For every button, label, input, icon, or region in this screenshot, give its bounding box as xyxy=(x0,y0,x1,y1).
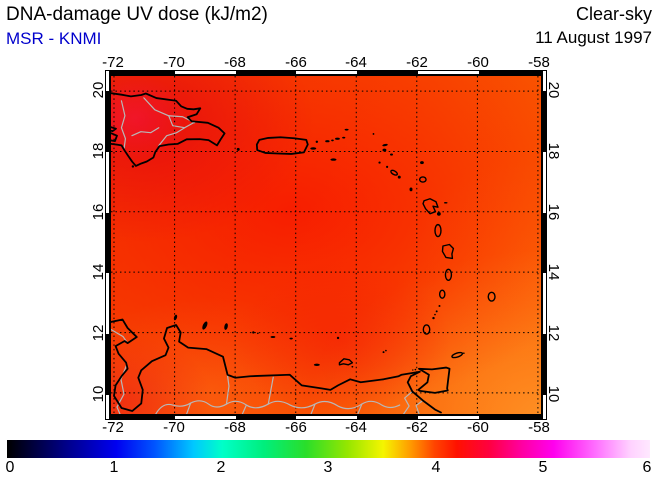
lon-tick-top: -70 xyxy=(163,54,185,71)
map-frame-left xyxy=(105,70,110,420)
date-label: 11 August 1997 xyxy=(535,28,652,47)
lat-tick-left: 12 xyxy=(90,324,107,342)
lat-tick-left: 16 xyxy=(90,203,107,221)
colorbar-tick: 1 xyxy=(109,459,119,476)
lon-tick-bottom: -68 xyxy=(224,419,246,436)
rivers-and-borders xyxy=(111,97,424,414)
colorbar-tick: 6 xyxy=(642,459,652,476)
lon-tick-top: -64 xyxy=(345,54,367,71)
lon-tick-bottom: -62 xyxy=(406,419,428,436)
colorbar-tick: 2 xyxy=(216,459,226,476)
figure-title: DNA-damage UV dose (kJ/m2) xyxy=(6,4,268,25)
lon-tick-bottom: -60 xyxy=(467,419,489,436)
lat-tick-right: 20 xyxy=(545,81,562,99)
map-frame-right xyxy=(542,70,547,420)
lat-tick-right: 14 xyxy=(545,263,562,281)
island-outlines xyxy=(338,169,496,366)
lon-tick-bottom: -64 xyxy=(345,419,367,436)
lon-tick-bottom: -58 xyxy=(528,419,550,436)
lon-tick-top: -72 xyxy=(102,54,124,71)
lon-tick-top: -66 xyxy=(285,54,307,71)
lat-tick-left: 18 xyxy=(90,142,107,160)
lon-tick-top: -60 xyxy=(467,54,489,71)
lat-tick-right: 12 xyxy=(545,324,562,342)
colorbar-tick: 5 xyxy=(538,459,548,476)
lat-tick-right: 16 xyxy=(545,203,562,221)
data-source-label: MSR - KNMI xyxy=(6,29,102,48)
colorbar-tick: 0 xyxy=(5,459,15,476)
lon-tick-bottom: -70 xyxy=(163,419,185,436)
header-right: Clear-sky 11 August 1997 xyxy=(535,4,652,48)
lon-tick-top: -62 xyxy=(406,54,428,71)
lon-tick-top: -58 xyxy=(528,54,550,71)
colorbar xyxy=(7,440,650,458)
coastlines xyxy=(111,92,451,414)
colorbar-tick: 4 xyxy=(431,459,441,476)
lat-tick-right: 10 xyxy=(545,385,562,403)
lon-tick-top: -68 xyxy=(224,54,246,71)
lat-tick-left: 20 xyxy=(90,81,107,99)
lon-tick-bottom: -72 xyxy=(102,419,124,436)
lon-tick-bottom: -66 xyxy=(285,419,307,436)
lat-tick-left: 14 xyxy=(90,263,107,281)
lat-tick-right: 18 xyxy=(545,142,562,160)
lat-tick-left: 10 xyxy=(90,385,107,403)
small-islands xyxy=(131,128,465,371)
colorbar-tick: 3 xyxy=(323,459,333,476)
sky-condition-label: Clear-sky xyxy=(575,4,652,24)
graticule-gridlines xyxy=(111,76,541,414)
coastline-map-svg xyxy=(111,76,541,414)
map-area xyxy=(110,75,542,415)
